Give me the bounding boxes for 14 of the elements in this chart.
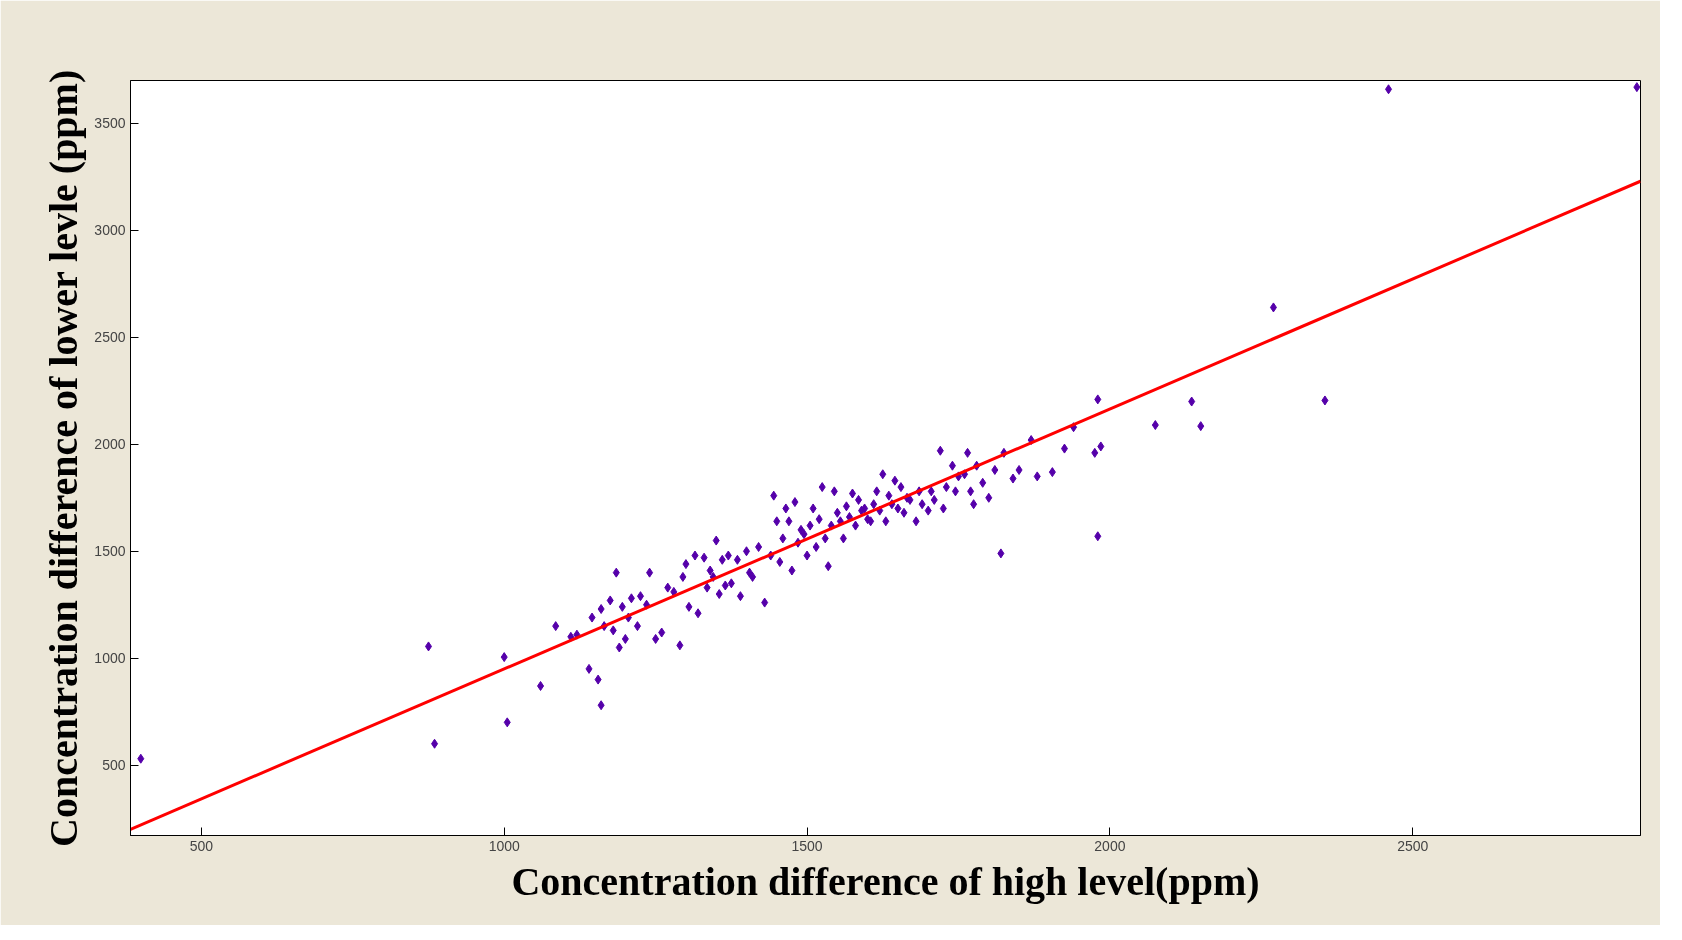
x-tick-label: 2500 [1397,837,1429,854]
y-tick-label: 500 [102,757,126,774]
y-tick-label: 1500 [94,543,126,560]
y-tick-label: 3000 [94,222,126,239]
x-tick-label: 2000 [1094,837,1126,854]
x-axis-title: Concentration difference of high level(ppm) [511,858,1260,904]
y-axis-title: Concentration difference of lower levle (ppm) [41,69,87,847]
x-tick-label: 500 [189,837,214,854]
y-tick-label: 2500 [94,329,126,346]
x-tick-label: 1000 [488,837,520,854]
y-tick-label: 2000 [94,436,126,453]
x-tick-label: 1500 [791,837,823,854]
y-tick-label: 1000 [94,650,126,667]
y-tick-label: 3500 [94,115,126,132]
